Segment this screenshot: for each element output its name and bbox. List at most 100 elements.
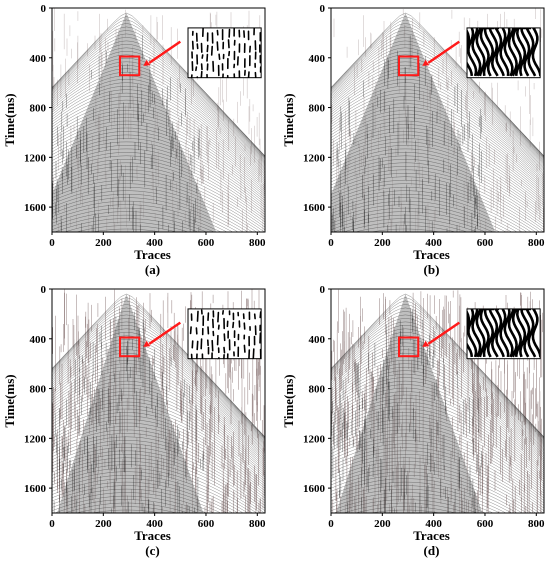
y-tick-label: 1600	[24, 202, 47, 214]
x-tick-label: 200	[374, 518, 391, 530]
arrow-icon	[427, 321, 461, 345]
y-tick-label: 400	[30, 334, 47, 346]
y-tick-label: 1200	[303, 152, 326, 164]
y-tick-label: 0	[320, 3, 326, 15]
y-axis-label: Time(ms)	[281, 374, 296, 427]
x-tick-label: 200	[374, 237, 391, 249]
x-tick-label: 800	[249, 237, 266, 249]
y-tick-label: 1200	[24, 433, 47, 445]
panel-b: 0 400 800 1200 1600 0 200 400 600 800 Time(ms) Trac…	[279, 0, 550, 280]
panel-label: (d)	[424, 543, 440, 558]
plot-frame	[330, 288, 545, 514]
seismic-plot-d: 0 400 800 1200 1600 0 200 400 600 800 Time(ms) Trac…	[281, 284, 545, 558]
x-axis: 0 200 400 600 800	[49, 513, 266, 530]
zoom-region-box	[119, 336, 141, 358]
y-tick-label: 800	[309, 384, 326, 396]
arrow-head-icon	[143, 340, 151, 347]
zoom-region-box	[119, 55, 141, 77]
x-tick-label: 600	[198, 518, 215, 530]
y-tick-label: 800	[30, 384, 47, 396]
y-tick-label: 1600	[303, 483, 326, 495]
y-tick-label: 800	[309, 103, 326, 115]
y-tick-label: 0	[320, 284, 326, 296]
seismic-plot-b: 0 400 800 1200 1600 0 200 400 600 800 Time(ms) Trac…	[281, 3, 545, 277]
arrow-icon	[427, 40, 461, 64]
panel-label: (a)	[145, 262, 160, 277]
zoom-region-box	[398, 55, 420, 77]
x-tick-label: 600	[477, 518, 494, 530]
event-cone	[336, 293, 483, 513]
y-axis: 0 400 800 1200 1600	[303, 284, 331, 495]
y-tick-label: 0	[41, 284, 47, 296]
x-tick-label: 400	[425, 237, 442, 249]
x-axis-label: Traces	[413, 528, 450, 543]
x-tick-label: 0	[328, 518, 334, 530]
zoom-inset	[187, 308, 262, 360]
trace-wiggles	[331, 309, 482, 513]
arrow-head-icon	[143, 59, 151, 66]
y-tick-label: 1600	[24, 483, 47, 495]
x-tick-label: 0	[49, 237, 55, 249]
panel-a: 0 400 800 1200 1600 0 200 400 600 800 Time(ms) Trac…	[0, 0, 275, 280]
plot-frame	[51, 7, 266, 233]
y-axis-label: Time(ms)	[281, 93, 296, 146]
x-tick-label: 800	[249, 518, 266, 530]
reflection-events	[52, 12, 265, 232]
x-axis-label: Traces	[413, 247, 450, 262]
arrow-head-icon	[422, 340, 430, 347]
zoom-inset	[466, 308, 541, 360]
reflection-events	[331, 12, 544, 232]
reflection-events	[331, 293, 544, 513]
y-axis: 0 400 800 1200 1600	[303, 3, 331, 214]
x-tick-label: 600	[477, 237, 494, 249]
arrow-head-icon	[422, 59, 430, 66]
x-axis: 0 200 400 600 800	[328, 232, 545, 249]
y-tick-label: 1200	[24, 152, 47, 164]
seismic-traces	[331, 289, 544, 513]
x-tick-label: 200	[95, 237, 112, 249]
arrow-icon	[148, 321, 182, 345]
seismic-traces	[331, 8, 544, 232]
y-tick-label: 400	[309, 53, 326, 65]
arrow-icon	[148, 40, 182, 64]
x-axis-label: Traces	[134, 528, 171, 543]
seismic-traces	[52, 289, 265, 513]
x-tick-label: 200	[95, 518, 112, 530]
reflection-events	[52, 293, 265, 513]
y-tick-label: 800	[30, 103, 47, 115]
x-tick-label: 0	[49, 518, 55, 530]
y-tick-label: 1200	[303, 433, 326, 445]
x-tick-label: 800	[528, 237, 545, 249]
panel-c: 0 400 800 1200 1600 0 200 400 600 800 Time(ms) Trac…	[0, 281, 275, 561]
x-tick-label: 400	[146, 518, 163, 530]
y-tick-label: 0	[41, 3, 47, 15]
x-tick-label: 800	[528, 518, 545, 530]
y-tick-label: 1600	[303, 202, 326, 214]
y-axis: 0 400 800 1200 1600	[24, 284, 52, 495]
zoom-inset	[187, 27, 262, 79]
plot-frame	[51, 288, 266, 514]
y-tick-label: 400	[30, 53, 47, 65]
y-axis-label: Time(ms)	[2, 93, 17, 146]
x-tick-label: 400	[146, 237, 163, 249]
x-tick-label: 400	[425, 518, 442, 530]
panel-d: 0 400 800 1200 1600 0 200 400 600 800 Time(ms) Trac…	[279, 281, 550, 561]
y-axis: 0 400 800 1200 1600	[24, 3, 52, 214]
zoom-inset	[466, 27, 541, 79]
seismic-plot-a: 0 400 800 1200 1600 0 200 400 600 800 Time(ms) Trac…	[2, 3, 266, 277]
trace-wiggles	[52, 34, 200, 232]
y-tick-label: 400	[309, 334, 326, 346]
plot-frame	[330, 7, 545, 233]
panel-label: (b)	[424, 262, 440, 277]
seismic-plot-c: 0 400 800 1200 1600 0 200 400 600 800 Time(ms) Trac…	[2, 284, 266, 558]
y-axis-label: Time(ms)	[2, 374, 17, 427]
trace-wiggles	[53, 311, 204, 513]
trace-wiggles	[331, 35, 482, 232]
panel-label: (c)	[145, 543, 159, 558]
x-tick-label: 600	[198, 237, 215, 249]
x-tick-label: 0	[328, 237, 334, 249]
seismic-traces	[52, 8, 265, 232]
x-axis: 0 200 400 600 800	[328, 513, 545, 530]
x-axis-label: Traces	[134, 247, 171, 262]
